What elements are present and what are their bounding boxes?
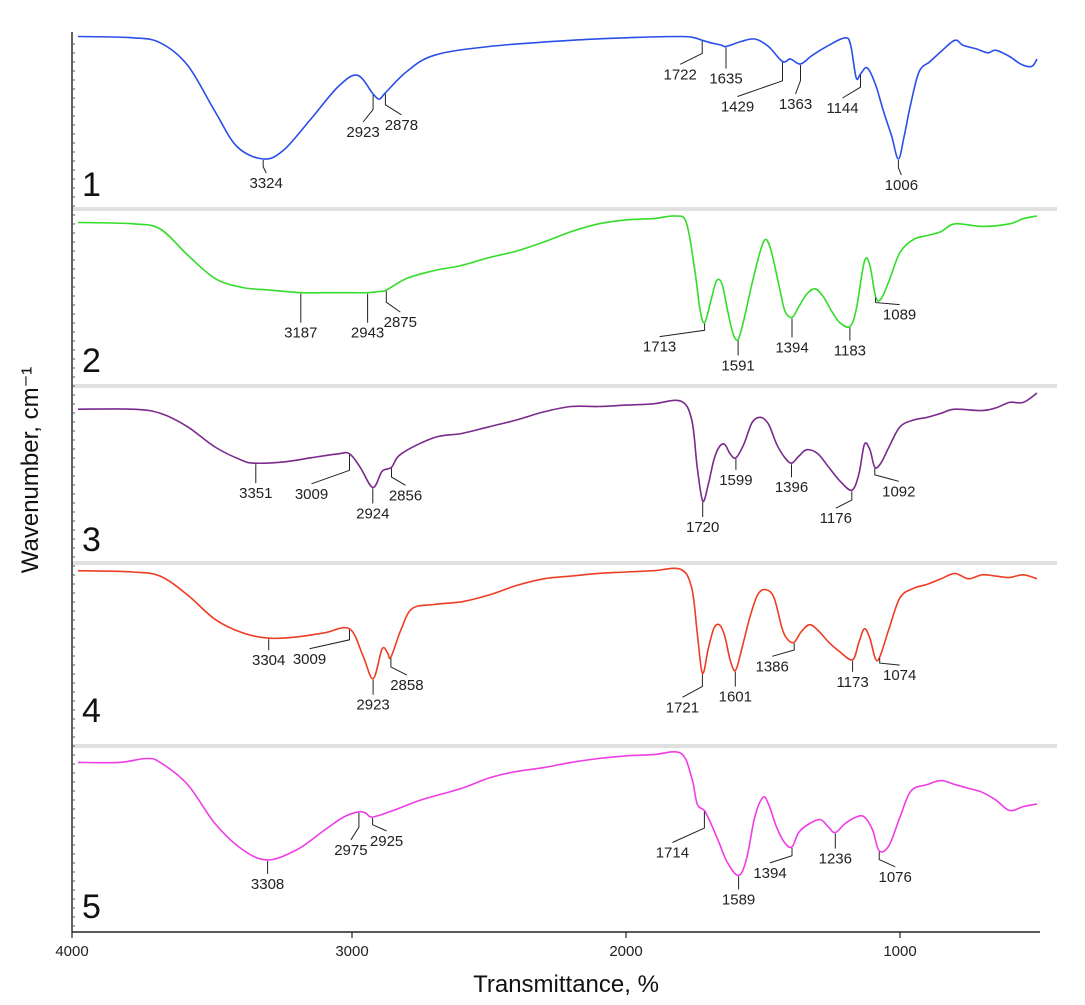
peak-label-5-1394: 1394 bbox=[753, 865, 786, 882]
peak-leader-1-1722 bbox=[679, 41, 703, 65]
peak-label-1-1429: 1429 bbox=[721, 99, 754, 116]
peak-label-2-1394: 1394 bbox=[775, 339, 808, 356]
y-axis-ticks bbox=[72, 43, 75, 927]
spectrum-line-2 bbox=[77, 215, 1038, 341]
peak-leader-5-1076 bbox=[878, 851, 896, 868]
x-axis-title: Transmittance, % bbox=[473, 971, 659, 998]
peak-leader-4-3009 bbox=[309, 629, 350, 650]
peak-leader-3-1092 bbox=[874, 468, 899, 482]
peak-label-3-3351: 3351 bbox=[239, 485, 272, 502]
peak-leader-5-2975 bbox=[350, 812, 360, 841]
peak-leader-1-1006 bbox=[897, 160, 902, 176]
axes bbox=[71, 32, 1040, 933]
peak-label-5-1714: 1714 bbox=[656, 845, 689, 862]
peak-leader-2-1089 bbox=[875, 297, 900, 306]
peak-leader-4-1721 bbox=[682, 674, 703, 698]
panel-number-4: 4 bbox=[82, 692, 101, 730]
peak-label-4-3304: 3304 bbox=[252, 652, 285, 669]
peak-leader-4-1386 bbox=[772, 643, 795, 657]
peak-label-5-3308: 3308 bbox=[251, 876, 284, 893]
peak-label-2-1591: 1591 bbox=[721, 358, 754, 375]
x-tick-label-2000: 2000 bbox=[609, 943, 642, 960]
peak-label-5-1236: 1236 bbox=[819, 851, 852, 868]
peak-label-3-2924: 2924 bbox=[356, 506, 389, 523]
peak-leader-4-2858 bbox=[390, 658, 408, 676]
panel-number-5: 5 bbox=[82, 888, 101, 926]
peak-label-5-1589: 1589 bbox=[722, 892, 755, 909]
peak-label-4-1074: 1074 bbox=[883, 667, 916, 684]
peak-leader-3-2856 bbox=[391, 468, 406, 486]
peak-label-4-1173: 1173 bbox=[836, 674, 868, 691]
peak-label-1-1144: 1144 bbox=[826, 100, 858, 117]
peak-label-4-2858: 2858 bbox=[390, 677, 423, 694]
peak-leader-1-1429 bbox=[737, 62, 783, 97]
peak-label-2-2875: 2875 bbox=[384, 314, 417, 331]
peak-label-5-1076: 1076 bbox=[879, 869, 912, 886]
spectrum-line-3 bbox=[77, 392, 1038, 503]
peak-leader-4-1074 bbox=[879, 658, 900, 666]
peak-label-1-2923: 2923 bbox=[346, 124, 379, 141]
panel-divider-1 bbox=[72, 207, 1057, 211]
peak-leader-1-1144 bbox=[842, 75, 861, 99]
peak-label-2-1713: 1713 bbox=[643, 339, 676, 356]
peak-leader-1-2878 bbox=[384, 93, 402, 116]
peak-label-4-1386: 1386 bbox=[756, 658, 789, 675]
peak-label-3-2856: 2856 bbox=[389, 487, 422, 504]
spectrum-1: 1 3324 2923 2878 1722 1635 1429 1363 1144 1006 bbox=[77, 35, 1038, 204]
peak-label-5-2925: 2925 bbox=[370, 833, 403, 850]
panel-divider-3 bbox=[72, 561, 1057, 565]
peak-label-3-1720: 1720 bbox=[686, 519, 719, 536]
x-tick-label-4000: 4000 bbox=[55, 943, 88, 960]
peak-label-3-1176: 1176 bbox=[820, 510, 852, 527]
peak-label-5-2975: 2975 bbox=[334, 842, 367, 859]
y-axis-title: Wavenumber, cm⁻¹ bbox=[17, 367, 44, 574]
peak-label-2-2943: 2943 bbox=[351, 325, 384, 342]
peak-leader-5-2925 bbox=[372, 818, 387, 832]
peak-label-1-2878: 2878 bbox=[385, 117, 418, 134]
peak-label-3-3009: 3009 bbox=[295, 486, 328, 503]
peak-leader-2-2875 bbox=[385, 291, 401, 313]
peak-label-4-1601: 1601 bbox=[719, 689, 752, 706]
x-axis-ticks: 4000 3000 2000 1000 bbox=[55, 932, 917, 960]
peak-label-3-1396: 1396 bbox=[775, 479, 808, 496]
peak-leader-3-1176 bbox=[835, 491, 853, 509]
spectrum-line-4 bbox=[77, 567, 1038, 680]
panel-divider-2 bbox=[72, 384, 1057, 388]
peak-label-2-1089: 1089 bbox=[883, 307, 916, 324]
spectrum-line-5 bbox=[77, 751, 1038, 877]
panel-number-3: 3 bbox=[82, 521, 101, 559]
peak-leader-1-1363 bbox=[795, 65, 801, 95]
peak-leader-5-1394 bbox=[769, 847, 793, 864]
panel-dividers bbox=[72, 207, 1057, 748]
panel-number-1: 1 bbox=[82, 166, 101, 204]
peak-label-1-3324: 3324 bbox=[250, 175, 283, 192]
peak-label-3-1092: 1092 bbox=[882, 483, 915, 500]
peak-label-2-3187: 3187 bbox=[284, 325, 317, 342]
peak-leader-1-3324 bbox=[262, 160, 267, 174]
peak-leader-5-1714 bbox=[672, 811, 705, 843]
panel-number-2: 2 bbox=[82, 342, 101, 380]
peak-label-1-1363: 1363 bbox=[779, 96, 812, 113]
peak-label-3-1599: 1599 bbox=[719, 472, 752, 489]
x-tick-label-1000: 1000 bbox=[883, 943, 916, 960]
peak-leader-3-3009 bbox=[311, 454, 350, 485]
panel-divider-4 bbox=[72, 744, 1057, 748]
peak-leader-1-2923 bbox=[362, 95, 374, 123]
spectrum-line-1 bbox=[77, 35, 1038, 160]
peak-label-2-1183: 1183 bbox=[834, 343, 866, 360]
peak-label-1-1722: 1722 bbox=[664, 66, 697, 83]
peak-label-4-3009: 3009 bbox=[293, 651, 326, 668]
peak-label-1-1635: 1635 bbox=[709, 71, 742, 88]
peak-label-4-1721: 1721 bbox=[666, 699, 699, 716]
x-tick-label-3000: 3000 bbox=[335, 943, 368, 960]
peak-leader-2-1713 bbox=[659, 323, 706, 338]
peak-label-4-2923: 2923 bbox=[356, 697, 389, 714]
peak-label-1-1006: 1006 bbox=[885, 177, 918, 194]
